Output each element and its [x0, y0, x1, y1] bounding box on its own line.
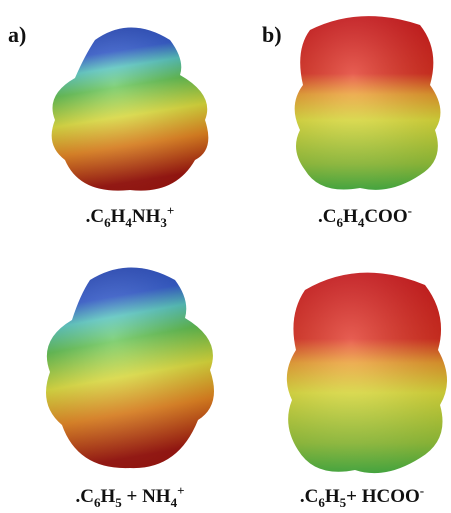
caption-part: 3: [160, 215, 167, 230]
molecule-map: [294, 16, 441, 190]
caption-part: H: [100, 486, 115, 507]
caption-part: + HCOO: [346, 486, 420, 507]
caption: .C6H5+ HCOO-: [300, 483, 424, 510]
panel-label: b): [262, 22, 282, 47]
caption-part: 5: [115, 495, 122, 510]
caption-part: -: [420, 483, 424, 498]
caption-part: 6: [94, 495, 101, 510]
caption-part: H: [343, 206, 358, 227]
caption-part: .C: [86, 206, 104, 227]
caption-part: 4: [125, 215, 132, 230]
caption: .C6H4NH3+: [86, 203, 175, 230]
caption-part: H: [325, 486, 340, 507]
caption-part: 4: [358, 215, 365, 230]
caption-part: COO: [364, 206, 407, 227]
caption-part: .C: [318, 206, 336, 227]
caption-part: 6: [337, 215, 344, 230]
caption-part: +: [177, 483, 184, 498]
caption-part: 5: [340, 495, 347, 510]
caption-part: .C: [75, 486, 93, 507]
caption: .C6H5 + NH4+: [75, 483, 184, 510]
caption-part: 4: [171, 495, 178, 510]
caption: .C6H4COO-: [318, 203, 412, 230]
panel-label: a): [8, 22, 26, 47]
caption-part: + NH: [122, 486, 171, 507]
molecule-map: [51, 27, 209, 191]
caption-part: 6: [318, 495, 325, 510]
molecule-map: [46, 267, 214, 469]
molecule-map: [286, 272, 448, 474]
caption-part: .C: [300, 486, 318, 507]
caption-part: -: [408, 203, 412, 218]
caption-part: 6: [104, 215, 111, 230]
caption-part: +: [167, 203, 174, 218]
caption-part: H: [111, 206, 126, 227]
caption-part: NH: [132, 206, 161, 227]
